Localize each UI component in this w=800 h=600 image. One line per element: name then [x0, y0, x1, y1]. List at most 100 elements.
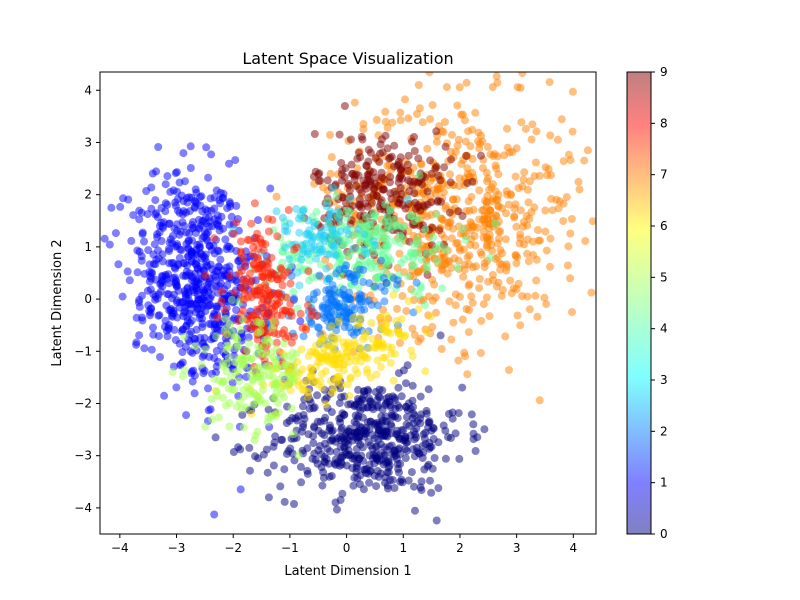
data-point	[276, 482, 285, 491]
data-point	[225, 422, 234, 431]
data-point	[271, 380, 280, 389]
data-point	[404, 252, 413, 261]
data-point	[214, 222, 223, 230]
data-point	[152, 209, 161, 218]
data-point	[445, 208, 454, 217]
data-point	[239, 423, 248, 432]
data-point	[375, 385, 384, 394]
data-point	[217, 297, 226, 306]
data-point	[175, 339, 184, 348]
data-point	[309, 404, 318, 413]
data-point	[357, 306, 366, 315]
data-point	[403, 160, 412, 169]
data-point	[529, 251, 538, 259]
data-point	[322, 264, 331, 273]
data-point	[498, 286, 507, 294]
data-point	[451, 290, 460, 299]
data-point	[212, 332, 220, 341]
data-point	[541, 163, 550, 172]
data-point	[390, 446, 399, 455]
data-point	[441, 142, 450, 151]
data-point	[525, 305, 534, 314]
data-point	[447, 335, 456, 344]
data-point	[402, 307, 411, 315]
data-point	[309, 347, 318, 356]
data-point	[452, 195, 461, 204]
data-point	[217, 341, 226, 350]
data-point	[378, 148, 387, 157]
data-point	[349, 244, 358, 253]
data-point	[200, 288, 209, 297]
data-point	[511, 251, 520, 259]
data-point	[326, 421, 334, 430]
data-point	[238, 410, 247, 419]
data-point	[187, 257, 196, 266]
data-point	[439, 128, 448, 136]
data-point	[212, 362, 221, 371]
data-point	[223, 242, 232, 251]
data-point	[393, 280, 402, 289]
data-point	[180, 366, 189, 375]
data-point	[233, 367, 242, 376]
data-point	[147, 269, 156, 278]
data-point	[531, 158, 540, 167]
data-point	[467, 226, 476, 235]
data-point	[365, 460, 374, 469]
data-point	[235, 377, 243, 386]
data-point	[402, 446, 411, 455]
data-point	[223, 341, 231, 350]
data-point	[446, 217, 455, 226]
data-point	[428, 101, 437, 110]
data-point	[453, 101, 462, 110]
data-point	[312, 254, 321, 263]
data-point	[546, 131, 555, 140]
data-point	[237, 237, 245, 246]
data-point	[340, 102, 349, 110]
data-point	[339, 338, 348, 347]
data-point	[140, 237, 148, 246]
data-point	[278, 311, 286, 320]
data-point	[315, 271, 324, 280]
data-point	[340, 360, 349, 369]
data-point	[527, 135, 536, 144]
data-point	[386, 206, 395, 215]
data-point	[175, 303, 184, 312]
data-point	[457, 160, 466, 168]
data-point	[248, 276, 257, 285]
data-point	[361, 328, 370, 337]
x-tick-label: 4	[570, 541, 578, 555]
data-point	[332, 269, 341, 278]
data-point	[342, 348, 351, 357]
data-point	[455, 83, 464, 92]
data-point	[411, 251, 420, 260]
data-point	[311, 341, 320, 350]
data-point	[264, 227, 273, 236]
data-point	[524, 257, 533, 266]
data-point	[417, 477, 426, 486]
data-point	[473, 433, 482, 442]
data-point	[404, 297, 413, 306]
data-point	[493, 239, 502, 248]
data-point	[389, 274, 398, 283]
data-point	[483, 177, 491, 186]
data-point	[372, 482, 381, 491]
data-point	[463, 253, 472, 262]
data-point	[337, 425, 346, 434]
data-point	[489, 152, 498, 160]
data-point	[404, 176, 413, 185]
data-point	[246, 354, 255, 363]
data-point	[345, 207, 354, 216]
data-point	[230, 358, 239, 367]
data-point	[227, 295, 236, 304]
data-point	[161, 316, 170, 325]
data-point	[325, 301, 334, 310]
data-point	[494, 227, 503, 236]
data-point	[281, 222, 290, 231]
data-point	[153, 230, 162, 239]
data-point	[334, 207, 343, 216]
data-point	[405, 187, 414, 196]
data-point	[311, 455, 320, 464]
x-tick-label: −1	[281, 541, 299, 555]
data-point	[501, 332, 510, 341]
data-point	[425, 72, 434, 77]
